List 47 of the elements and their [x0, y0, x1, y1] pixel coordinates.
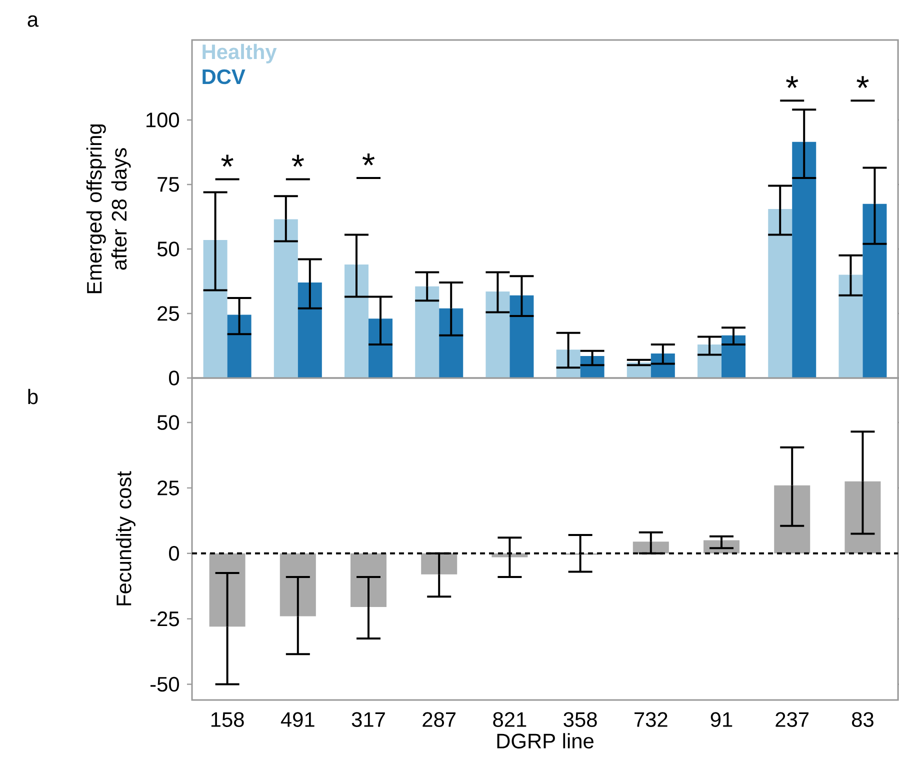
y-tick-label: 0 [169, 370, 180, 386]
x-tick-label: 732 [634, 712, 668, 727]
y-axis-title: Fecundity cost [116, 471, 136, 606]
bar [344, 264, 369, 378]
y-tick-label: 100 [146, 112, 180, 128]
bar [274, 219, 298, 378]
bar [862, 204, 887, 378]
annotation: * [221, 154, 234, 167]
y-axis-title: Emerged offspring after 28 days [86, 124, 131, 294]
y-tick-label: -50 [150, 676, 180, 692]
x-tick-label: 317 [352, 712, 385, 727]
annotation: * [786, 76, 798, 88]
bar [439, 308, 464, 378]
x-tick-label: 237 [776, 712, 808, 727]
x-tick-label: 287 [422, 712, 456, 727]
bar [368, 318, 393, 378]
annotation: * [856, 76, 869, 88]
x-axis-title: DGRP line [497, 733, 594, 748]
x-tick-label: 91 [710, 712, 732, 727]
x-tick-label: 491 [280, 712, 314, 727]
text: Healthy [202, 44, 277, 64]
bar [768, 208, 792, 378]
bar [227, 314, 252, 378]
bar [203, 240, 228, 378]
x-tick-label: 83 [852, 712, 874, 727]
y-tick-label: -25 [150, 611, 179, 626]
y-tick-label: 50 [157, 415, 180, 430]
y-tick-label: 25 [158, 306, 179, 321]
annotation: * [292, 154, 304, 167]
chart-title: a [28, 15, 39, 27]
annotation: * [362, 154, 375, 166]
y-tick-label: 0 [169, 546, 180, 561]
x-tick-label: 158 [211, 712, 244, 727]
chart-title: b [28, 388, 38, 404]
bar [722, 335, 746, 378]
bar [838, 274, 863, 378]
bar [792, 142, 816, 378]
x-tick-label: 821 [493, 712, 526, 727]
x-tick-label: 358 [564, 712, 597, 727]
text: DCV [202, 69, 246, 84]
bar [486, 292, 510, 378]
bar [415, 286, 440, 378]
bar [510, 295, 534, 378]
bar [298, 282, 322, 378]
y-tick-label: 25 [158, 480, 179, 496]
y-tick-label: 50 [157, 242, 180, 256]
y-tick-label: 75 [158, 177, 179, 192]
